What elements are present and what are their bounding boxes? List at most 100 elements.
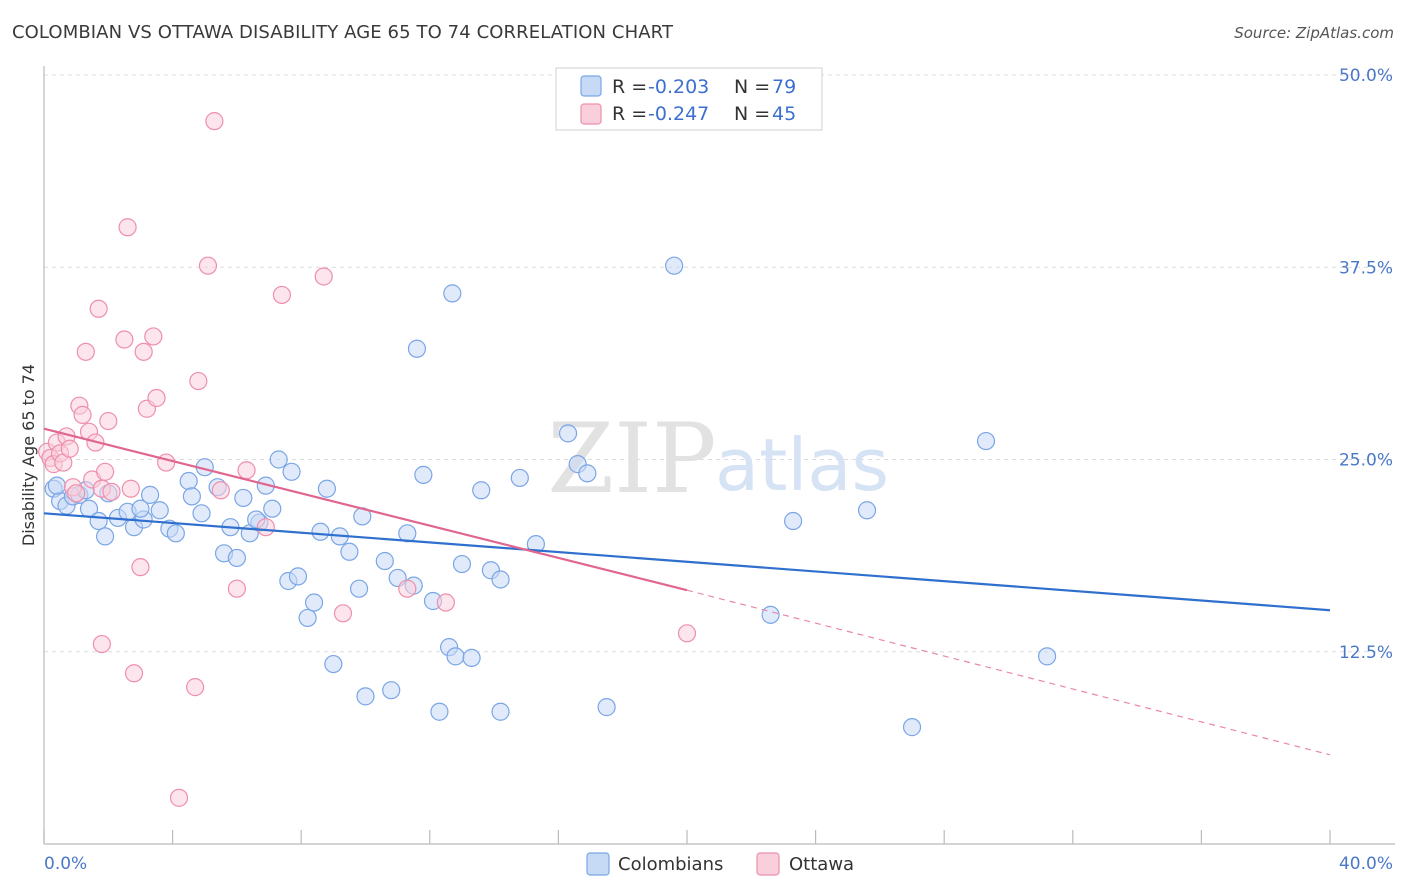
data-point-colombians [398, 524, 417, 543]
y-tick-label: 50.0% [1339, 66, 1393, 86]
data-point-ottawa [256, 518, 275, 537]
x-tick-label: 0.0% [44, 854, 87, 874]
legend-r-value: -0.247 [648, 103, 709, 125]
data-point-colombians [182, 487, 201, 506]
data-point-colombians [179, 471, 198, 491]
data-point-ottawa [60, 439, 79, 458]
data-point-colombians [131, 499, 150, 518]
data-point-colombians [597, 698, 616, 717]
data-point-ottawa [314, 267, 333, 286]
data-point-ottawa [92, 634, 111, 654]
legend-r-label: R = [612, 76, 647, 98]
data-point-colombians [192, 504, 211, 523]
data-point-ottawa [227, 579, 246, 598]
trend-line-colombians [43, 512, 1331, 612]
data-point-ottawa [144, 327, 163, 346]
data-point-ottawa [131, 558, 150, 577]
data-point-ottawa [102, 482, 121, 501]
legend-r-value: -0.203 [648, 76, 709, 98]
data-point-colombians [95, 527, 115, 546]
data-point-colombians [288, 567, 308, 586]
legend-swatch-colombians [580, 75, 602, 97]
data-point-colombians [472, 481, 491, 500]
data-point-ottawa [436, 593, 455, 612]
bottom-legend: Colombians Ottawa [586, 852, 854, 876]
legend-n-value: 45 [772, 103, 796, 125]
data-point-ottawa [398, 579, 417, 598]
data-point-colombians [510, 468, 529, 488]
data-point-ottawa [115, 330, 134, 349]
y-axis-label: Disability Age 65 to 74 [19, 364, 38, 546]
data-point-colombians [166, 524, 185, 543]
data-point-colombians [783, 511, 803, 531]
data-point-colombians [140, 485, 160, 504]
data-point-colombians [578, 464, 597, 483]
data-point-colombians [446, 647, 465, 666]
data-point-colombians [452, 554, 472, 574]
data-point-colombians [317, 479, 337, 498]
data-point-colombians [375, 551, 394, 571]
data-point-colombians [282, 462, 301, 481]
data-point-ottawa [134, 342, 153, 361]
data-point-ottawa [205, 112, 224, 131]
legend-n-label: N = [734, 103, 770, 125]
tick-labels: 12.5% 25.0% 37.5% 50.0% 0.0% 40.0% [44, 66, 1393, 874]
data-point-ottawa [89, 299, 108, 318]
bottom-legend-swatch-colombians [586, 852, 610, 876]
top-legend: R = -0.203 N = 79 R = -0.247 N = 45 [555, 67, 823, 131]
data-point-colombians [340, 542, 359, 561]
data-point-colombians [304, 593, 324, 612]
source-label: Source: ZipAtlas.com [1234, 24, 1394, 42]
data-point-ottawa [76, 342, 95, 361]
data-point-ottawa [99, 411, 118, 431]
data-point-ottawa [272, 285, 292, 305]
data-point-ottawa [124, 664, 144, 683]
legend-r-label: R = [612, 103, 647, 125]
data-point-colombians [491, 702, 510, 721]
data-point-colombians [234, 488, 253, 508]
trend-line-ottawa [43, 427, 688, 592]
data-point-colombians [356, 687, 375, 706]
data-point-ottawa [677, 624, 697, 643]
data-point-ottawa [186, 678, 205, 697]
bottom-legend-label-colombians: Colombians [618, 854, 723, 875]
data-point-colombians [382, 681, 401, 700]
data-point-colombians [227, 548, 246, 568]
data-point-ottawa [67, 484, 86, 503]
data-point-colombians [324, 654, 343, 674]
data-point-colombians [269, 450, 288, 469]
data-point-colombians [902, 718, 922, 737]
data-point-colombians [47, 476, 66, 495]
data-point-ottawa [333, 604, 353, 623]
data-point-ottawa [211, 481, 230, 500]
y-tick-label: 12.5% [1339, 643, 1393, 663]
trend-line-ottawa-extrapolated [686, 589, 1331, 756]
trend-lines [43, 427, 1331, 756]
legend-swatch-ottawa [580, 103, 602, 125]
data-point-ottawa [189, 371, 208, 391]
data-point-ottawa [237, 461, 256, 480]
data-point-colombians [491, 570, 510, 589]
bottom-legend-swatch-ottawa [756, 852, 780, 876]
data-point-colombians [311, 522, 330, 541]
watermark: ZIP atlas [547, 403, 889, 515]
data-point-ottawa [73, 405, 92, 424]
x-tick-label: 40.0% [1339, 854, 1393, 874]
data-point-ottawa [198, 256, 218, 275]
data-point-colombians [89, 511, 108, 531]
watermark-atlas: atlas [715, 423, 889, 507]
data-point-colombians [407, 339, 427, 358]
y-tick-label: 37.5% [1339, 258, 1393, 278]
data-point-ottawa [147, 388, 166, 408]
data-point-colombians [761, 605, 780, 624]
bottom-legend-label-ottawa: Ottawa [789, 854, 854, 875]
data-point-colombians [976, 431, 996, 451]
data-point-ottawa [157, 453, 176, 472]
data-point-colombians [430, 702, 449, 721]
chart-title: COLOMBIAN VS OTTAWA DISABILITY AGE 65 TO… [12, 22, 674, 43]
data-point-ottawa [169, 788, 189, 807]
data-point-ottawa [95, 462, 115, 481]
y-tick-label: 25.0% [1339, 451, 1393, 471]
data-point-colombians [263, 499, 282, 518]
